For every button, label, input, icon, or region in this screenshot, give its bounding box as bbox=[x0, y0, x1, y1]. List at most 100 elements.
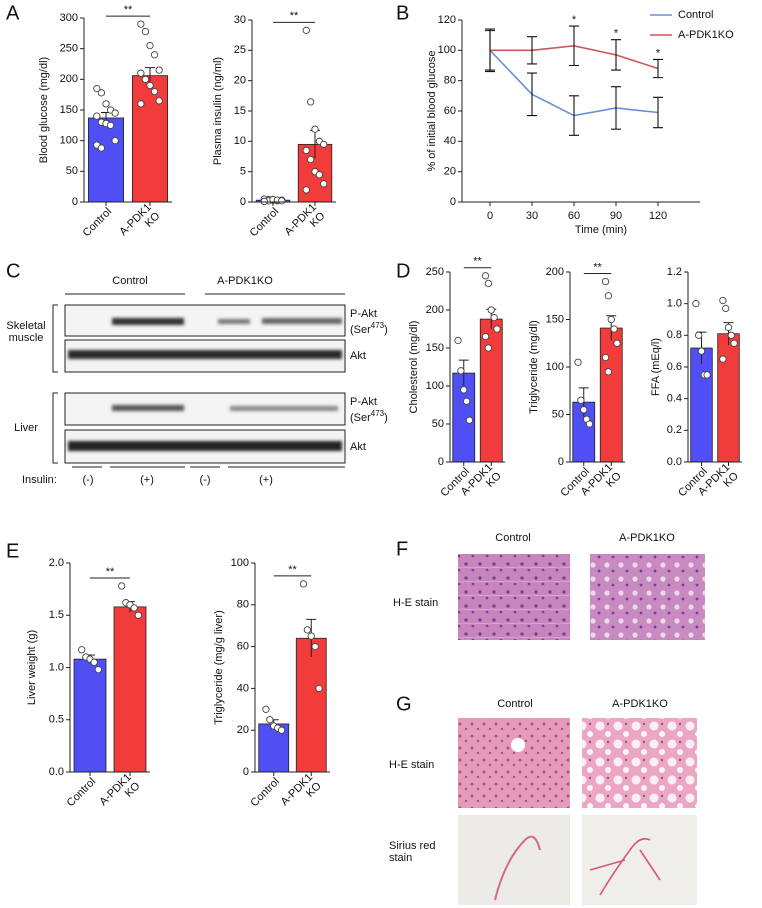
data-point bbox=[97, 144, 106, 152]
y-tick-label: 0.0 bbox=[667, 456, 682, 468]
significance: ** bbox=[106, 566, 115, 578]
data-point bbox=[484, 279, 493, 288]
data-point bbox=[111, 109, 119, 117]
y-tick-label: 0 bbox=[240, 196, 246, 208]
site: ) bbox=[384, 412, 388, 424]
data-point bbox=[484, 344, 493, 352]
y-tick-label: 0.4 bbox=[667, 393, 682, 405]
data-point bbox=[613, 339, 621, 347]
data-point bbox=[134, 611, 142, 619]
error-bar bbox=[458, 359, 469, 386]
panel-label: F bbox=[396, 538, 408, 560]
micrograph bbox=[458, 554, 570, 640]
fibrosis bbox=[494, 835, 541, 901]
error-bar bbox=[611, 86, 621, 130]
bar bbox=[113, 606, 147, 773]
y-axis-label: Cholesterol (mg/dl) bbox=[408, 321, 420, 414]
x-tick-label: 0 bbox=[487, 210, 493, 222]
annotation: * bbox=[656, 47, 661, 59]
error-bar bbox=[569, 95, 579, 136]
y-tick-label: 0 bbox=[243, 766, 249, 778]
y-tick-label: 200 bbox=[426, 304, 444, 316]
bar bbox=[88, 117, 125, 203]
y-tick-label: 1.2 bbox=[667, 266, 682, 278]
y-tick-label: 0.2 bbox=[667, 424, 682, 436]
data-point bbox=[277, 726, 286, 734]
x-tick-label: 90 bbox=[610, 210, 622, 222]
histology-g: Control A-PDK1KO H-E stain Sirius red sta… bbox=[389, 698, 697, 905]
y-axis-label: Liver weight (g) bbox=[26, 630, 38, 705]
data-point bbox=[266, 716, 274, 724]
row-label: P-Akt bbox=[350, 308, 377, 320]
western-blot: Control A-PDK1KO Skeletal muscle Liver P-… bbox=[6, 275, 387, 486]
y-axis-label: Plasma insulin (ng/ml) bbox=[212, 57, 224, 165]
x-tick-label: A-PDK1KO bbox=[97, 771, 142, 816]
data-point bbox=[111, 137, 119, 145]
y-tick-label: 60 bbox=[444, 105, 456, 117]
panel-label: G bbox=[396, 693, 412, 715]
x-axis-label: Time (min) bbox=[575, 224, 627, 236]
data-point bbox=[315, 684, 323, 693]
annotation: * bbox=[614, 28, 619, 40]
data-point bbox=[262, 705, 270, 713]
bar bbox=[599, 327, 623, 463]
data-point bbox=[604, 368, 613, 376]
row-label: (Ser473) bbox=[350, 409, 388, 424]
data-point bbox=[306, 155, 315, 164]
data-point bbox=[580, 406, 588, 414]
y-axis-label: % of initial blood glucose bbox=[426, 50, 438, 171]
data-point bbox=[150, 51, 159, 59]
data-point bbox=[601, 277, 610, 286]
data-point bbox=[278, 197, 286, 205]
bracket bbox=[52, 304, 58, 373]
data-point bbox=[78, 646, 86, 654]
data-point bbox=[457, 367, 465, 375]
data-point bbox=[585, 420, 594, 428]
data-point bbox=[320, 180, 328, 188]
data-point bbox=[604, 292, 613, 300]
data-point bbox=[141, 27, 150, 36]
data-point bbox=[697, 347, 706, 355]
y-tick-label: 1.5 bbox=[49, 609, 64, 621]
error-bar bbox=[653, 58, 663, 79]
panel-label: B bbox=[396, 2, 409, 24]
column-label: Control bbox=[497, 698, 532, 710]
significance: ** bbox=[288, 564, 297, 576]
y-tick-label: 0.5 bbox=[49, 714, 64, 726]
insulin-condition: (+) bbox=[259, 474, 273, 486]
site-sup: 473 bbox=[371, 409, 385, 418]
data-point bbox=[93, 112, 101, 120]
data-point bbox=[146, 81, 154, 90]
error-bar bbox=[485, 28, 495, 73]
y-tick-label: 5 bbox=[240, 166, 246, 178]
y-tick-label: 40 bbox=[444, 135, 456, 147]
y-tick-label: 150 bbox=[426, 342, 444, 354]
y-tick-label: 0 bbox=[450, 196, 456, 208]
y-tick-label: 200 bbox=[60, 73, 78, 85]
annotation: * bbox=[572, 14, 577, 26]
data-point bbox=[102, 100, 110, 108]
bar bbox=[690, 347, 713, 463]
data-point bbox=[574, 358, 582, 366]
data-point bbox=[93, 84, 101, 93]
bar bbox=[295, 637, 327, 773]
y-tick-label: 60 bbox=[237, 641, 249, 653]
x-tick-label: Control bbox=[248, 776, 282, 810]
y-tick-label: 200 bbox=[546, 266, 564, 278]
panel-label: C bbox=[6, 260, 20, 282]
data-point bbox=[577, 396, 585, 404]
vessel bbox=[511, 738, 525, 752]
y-tick-label: 20 bbox=[444, 166, 456, 178]
row-label: H-E stain bbox=[389, 759, 434, 771]
data-point bbox=[141, 75, 150, 83]
y-tick-label: 100 bbox=[546, 361, 564, 373]
micrograph bbox=[458, 815, 570, 905]
group-label: A-PDK1KO bbox=[217, 275, 273, 287]
x-tick-label: Control bbox=[81, 206, 115, 240]
error-bar bbox=[611, 39, 621, 71]
y-tick-label: 2.0 bbox=[49, 557, 64, 569]
y-tick-label: 50 bbox=[552, 408, 564, 420]
y-tick-label: 25 bbox=[234, 44, 246, 56]
data-point bbox=[601, 353, 610, 362]
